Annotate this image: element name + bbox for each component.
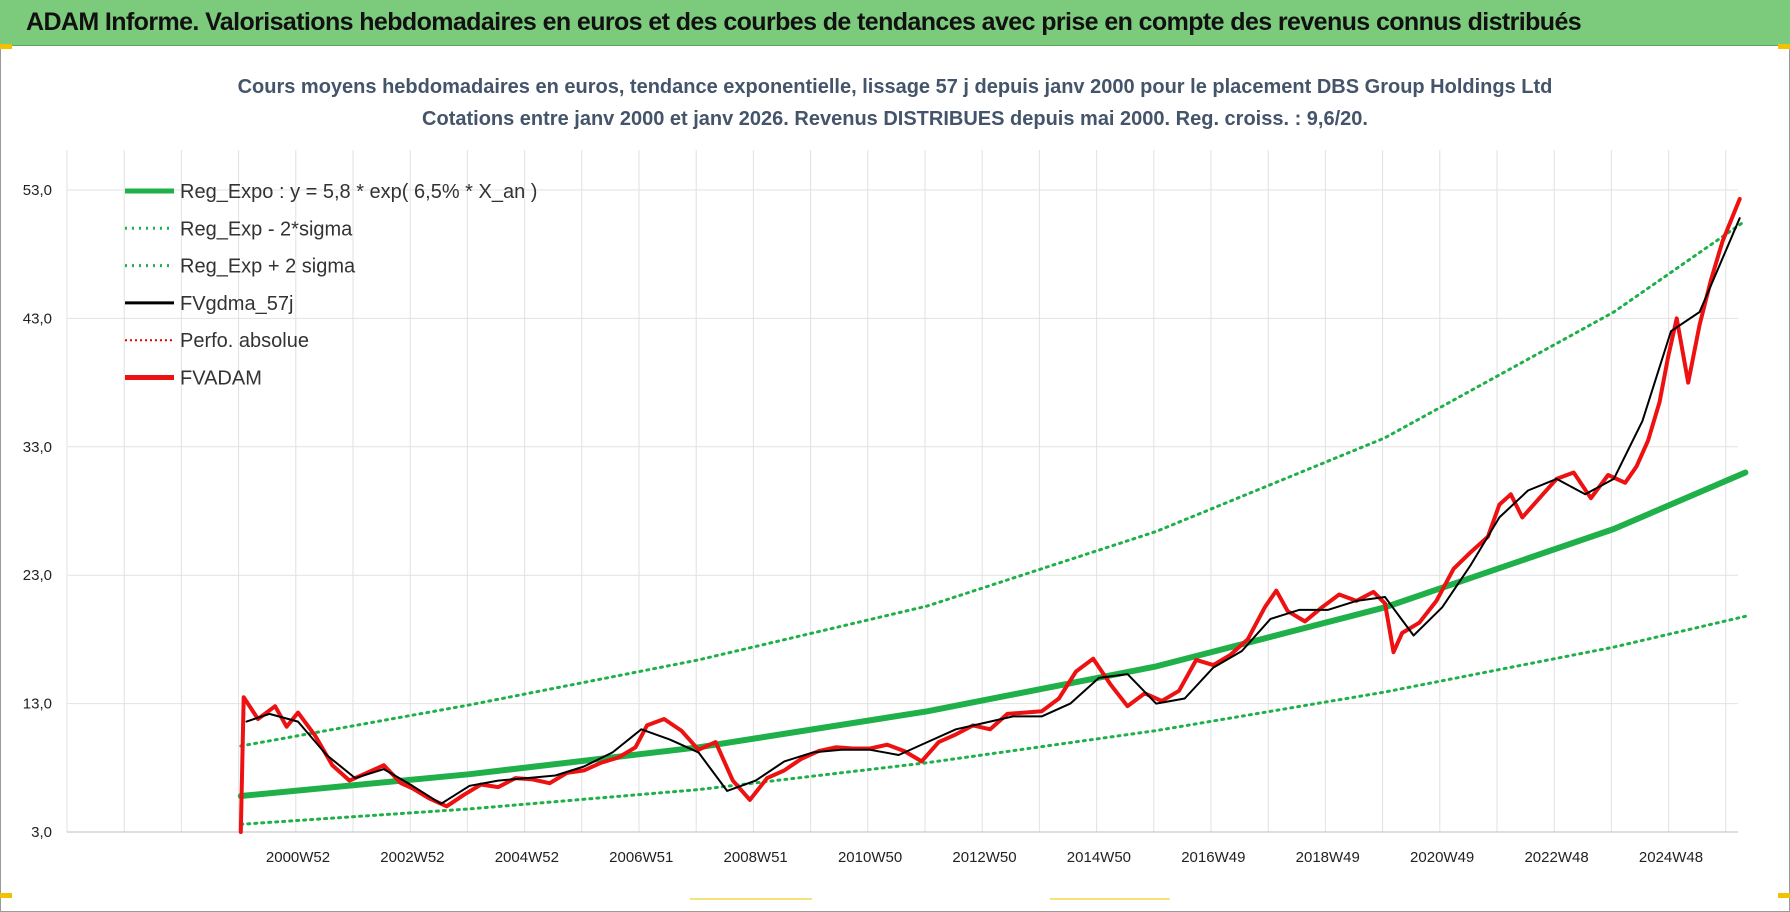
x-tick-label: 2010W50 (838, 849, 902, 866)
series-line-3 (245, 217, 1741, 805)
selection-mark (690, 898, 812, 900)
selection-mark (1050, 898, 1170, 900)
gridlines (66, 150, 1738, 833)
y-tick-label: 33,0 (23, 439, 52, 456)
legend-label: Reg_Exp + 2 sigma (180, 256, 356, 278)
series-line-5 (238, 197, 1742, 834)
legend-label: Reg_Exp - 2*sigma (180, 218, 353, 240)
x-tick-label: 2012W50 (952, 849, 1016, 866)
corner-marker (0, 893, 12, 898)
x-axis-ticks: 2000W52 2002W52 2004W52 2006W51 2008W51 2010W… (266, 849, 1703, 866)
x-tick-label: 2006W51 (609, 849, 673, 866)
x-tick-label: 2014W50 (1067, 849, 1131, 866)
x-tick-label: 2018W49 (1296, 849, 1360, 866)
y-axis-ticks: 3,0 13,0 23,0 33,0 43,0 53,0 (23, 182, 52, 841)
y-tick-label: 13,0 (23, 696, 52, 713)
y-tick-label: 3,0 (31, 824, 52, 841)
report-header: ADAM Informe. Valorisations hebdomadaire… (0, 0, 1790, 46)
x-tick-label: 2020W49 (1410, 849, 1474, 866)
x-tick-label: 2004W52 (495, 849, 559, 866)
legend-label: Reg_Expo : y = 5,8 * exp( 6,5% * X_an ) (180, 181, 537, 203)
legend-label: FVADAM (180, 368, 262, 390)
x-tick-label: 2016W49 (1181, 849, 1245, 866)
y-tick-label: 53,0 (23, 182, 52, 199)
y-tick-label: 43,0 (23, 310, 52, 327)
corner-marker (0, 44, 12, 49)
chart-title: Cours moyens hebdomadaires en euros, ten… (238, 76, 1553, 98)
series-line-2 (239, 219, 1747, 748)
x-tick-label: 2000W52 (266, 849, 330, 866)
series-line-0 (237, 469, 1749, 799)
series-line-1 (239, 614, 1747, 826)
legend-label: Perfo. absolue (180, 330, 309, 352)
chart-subtitle: Cotations entre janv 2000 et janv 2026. … (422, 108, 1368, 130)
x-tick-label: 2024W48 (1639, 849, 1703, 866)
report-title: ADAM Informe. Valorisations hebdomadaire… (26, 8, 1582, 36)
y-tick-label: 23,0 (23, 567, 52, 584)
legend: Reg_Expo : y = 5,8 * exp( 6,5% * X_an ) R… (125, 181, 537, 390)
x-tick-label: 2022W48 (1524, 849, 1588, 866)
legend-label: FVgdma_57j (180, 293, 293, 315)
x-tick-label: 2008W51 (724, 849, 788, 866)
x-tick-label: 2002W52 (380, 849, 444, 866)
series-lines (237, 197, 1749, 834)
corner-marker (1778, 893, 1790, 898)
corner-marker (1778, 44, 1790, 49)
